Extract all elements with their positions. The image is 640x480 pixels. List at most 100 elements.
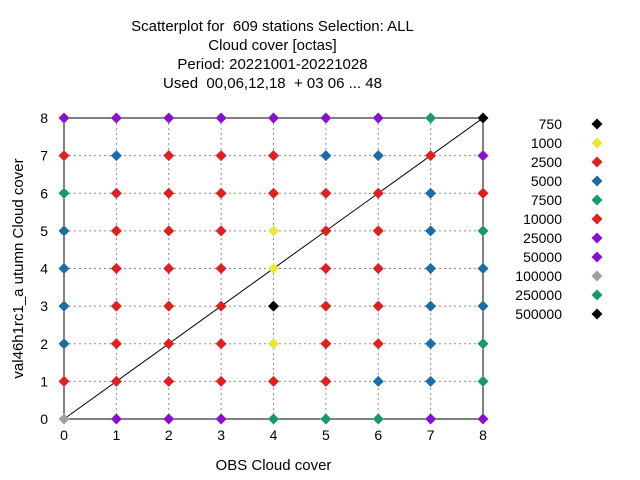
legend-label: 5000 bbox=[531, 173, 562, 189]
legend-marker bbox=[591, 289, 603, 301]
data-point bbox=[320, 112, 332, 124]
legend-marker bbox=[591, 213, 603, 225]
data-point bbox=[268, 150, 279, 162]
data-point bbox=[477, 225, 489, 237]
data-point bbox=[372, 300, 384, 312]
chart-title-line-1: Scatterplot for 609 stations Selection: … bbox=[131, 18, 414, 35]
data-point bbox=[477, 112, 489, 124]
data-point bbox=[215, 300, 227, 312]
data-point bbox=[268, 112, 279, 124]
data-point bbox=[425, 375, 437, 387]
legend-label: 500000 bbox=[515, 306, 562, 322]
data-point bbox=[215, 187, 227, 199]
y-tick-label: 7 bbox=[40, 148, 48, 164]
data-point bbox=[110, 112, 122, 124]
data-point bbox=[268, 225, 279, 237]
y-tick-label: 8 bbox=[40, 110, 48, 126]
data-point bbox=[163, 300, 175, 312]
data-point bbox=[110, 263, 122, 274]
x-tick-label: 4 bbox=[270, 427, 278, 443]
data-point bbox=[372, 225, 384, 237]
legend-label: 25000 bbox=[523, 230, 562, 246]
data-point bbox=[477, 263, 489, 274]
x-tick-label: 8 bbox=[479, 427, 487, 443]
data-point bbox=[320, 187, 332, 199]
x-tick-label: 3 bbox=[217, 427, 225, 443]
data-point bbox=[163, 263, 175, 274]
data-point bbox=[58, 112, 70, 124]
y-tick-label: 0 bbox=[40, 411, 48, 427]
data-point bbox=[58, 300, 70, 312]
legend-label: 1000 bbox=[531, 135, 562, 151]
data-point bbox=[268, 338, 279, 350]
y-tick-label: 2 bbox=[40, 336, 48, 352]
data-point bbox=[268, 263, 279, 274]
data-point bbox=[425, 187, 437, 199]
legend-marker bbox=[591, 270, 603, 282]
data-point bbox=[110, 375, 122, 387]
y-axis-label: val46h1rc1_a utumn Cloud cover bbox=[10, 158, 27, 378]
data-point bbox=[372, 413, 384, 425]
y-tick-label: 4 bbox=[40, 261, 48, 277]
legend-marker bbox=[591, 194, 603, 206]
legend-label: 7500 bbox=[531, 192, 562, 208]
x-tick-label: 2 bbox=[165, 427, 173, 443]
data-point bbox=[320, 413, 332, 425]
data-point bbox=[372, 263, 384, 274]
data-point bbox=[215, 112, 227, 124]
data-point bbox=[268, 375, 279, 387]
data-point bbox=[477, 413, 489, 425]
legend-marker bbox=[591, 308, 603, 320]
legend-marker bbox=[591, 118, 603, 130]
data-point bbox=[215, 338, 227, 350]
data-point bbox=[110, 225, 122, 237]
legend-marker bbox=[591, 137, 603, 149]
data-point bbox=[320, 263, 332, 274]
y-tick-label: 3 bbox=[40, 298, 48, 314]
data-point bbox=[58, 413, 70, 425]
y-tick-label: 1 bbox=[40, 373, 48, 389]
legend-label: 50000 bbox=[523, 249, 562, 265]
data-point bbox=[215, 225, 227, 237]
data-point bbox=[477, 338, 489, 350]
data-point bbox=[110, 338, 122, 350]
data-point bbox=[215, 413, 227, 425]
data-point bbox=[372, 338, 384, 350]
data-point bbox=[58, 338, 70, 350]
data-point bbox=[163, 413, 175, 425]
data-point bbox=[372, 150, 384, 162]
data-point bbox=[163, 375, 175, 387]
data-point bbox=[268, 187, 279, 199]
legend-label: 100000 bbox=[515, 268, 562, 284]
data-point bbox=[215, 263, 227, 274]
data-point bbox=[215, 375, 227, 387]
x-tick-label: 6 bbox=[374, 427, 382, 443]
data-point bbox=[320, 150, 332, 162]
x-tick-label: 1 bbox=[112, 427, 120, 443]
data-point bbox=[425, 263, 437, 274]
chart-title-line-4: Used 00,06,12,18 + 03 06 ... 48 bbox=[163, 75, 382, 92]
data-point bbox=[163, 112, 175, 124]
data-point bbox=[372, 187, 384, 199]
data-point bbox=[425, 413, 437, 425]
data-point bbox=[268, 413, 279, 425]
chart-title-line-3: Period: 20221001-20221028 bbox=[177, 56, 368, 73]
legend: 750 1000 2500 5000 7500 10000 25000 50000 100000… bbox=[515, 116, 603, 322]
legend-label: 10000 bbox=[523, 211, 562, 227]
data-point bbox=[163, 187, 175, 199]
data-point bbox=[372, 112, 384, 124]
legend-marker bbox=[591, 251, 603, 263]
data-point bbox=[58, 375, 70, 387]
data-point bbox=[110, 150, 122, 162]
data-point bbox=[477, 150, 489, 162]
data-point bbox=[425, 300, 437, 312]
data-point bbox=[110, 300, 122, 312]
chart-title-line-2: Cloud cover [octas] bbox=[208, 37, 337, 54]
data-point bbox=[58, 150, 70, 162]
legend-label: 750 bbox=[539, 116, 563, 132]
y-tick-label: 6 bbox=[40, 185, 48, 201]
legend-marker bbox=[591, 175, 603, 187]
data-point bbox=[58, 187, 70, 199]
data-point bbox=[425, 338, 437, 350]
